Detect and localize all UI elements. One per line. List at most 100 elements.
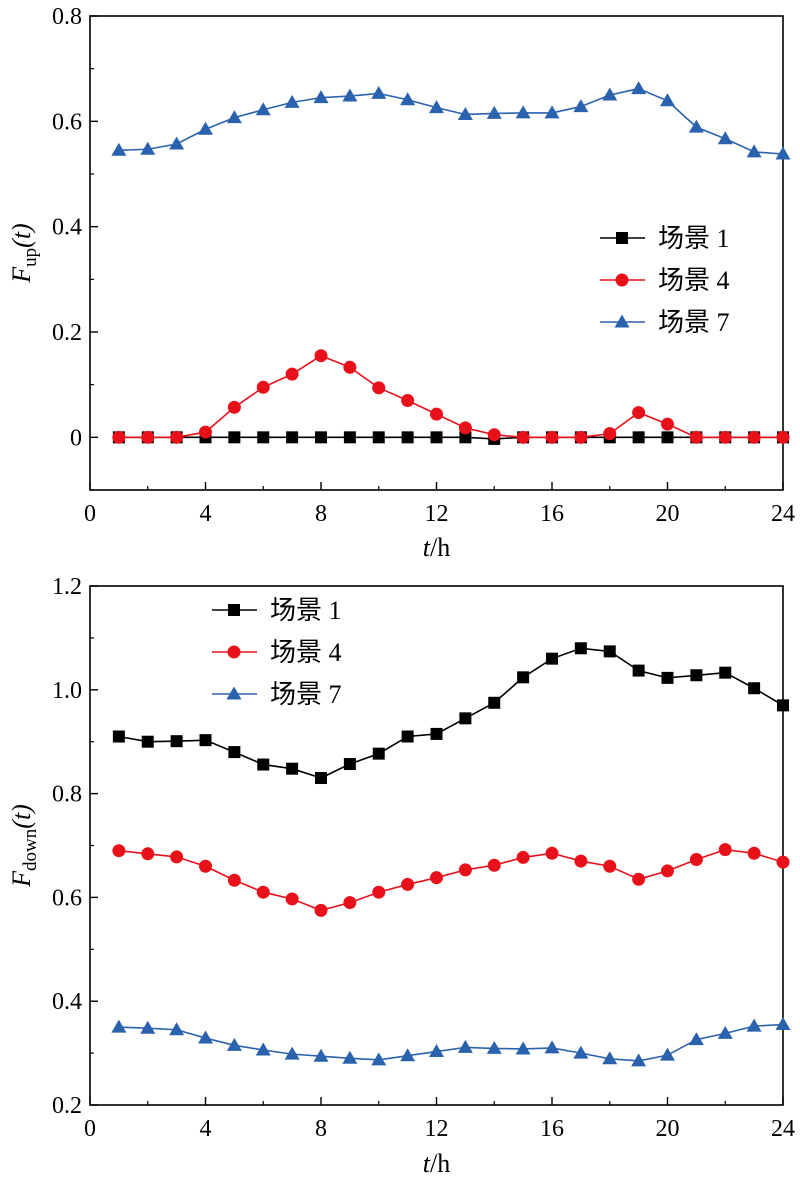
series-1-point <box>776 430 790 444</box>
series-2-point <box>486 105 502 119</box>
series-0-point <box>661 431 674 444</box>
legend-marker <box>616 232 628 244</box>
legend-label: 场景 7 <box>270 680 342 709</box>
legend-label: 场景 4 <box>658 266 730 295</box>
series-2-point <box>544 105 560 119</box>
legend-label: 场景 7 <box>658 308 730 337</box>
x-tick-label: 12 <box>425 501 449 527</box>
series-2-point <box>111 1019 127 1033</box>
series-0-line <box>118 436 783 440</box>
series-2-point <box>746 144 762 158</box>
series-1-point <box>516 850 530 864</box>
series-1-point <box>545 430 559 444</box>
series-2-line <box>118 87 784 155</box>
series-1-point <box>458 863 472 877</box>
series-2-point <box>429 100 444 114</box>
series-2-point <box>111 142 127 156</box>
series-0-point <box>719 666 732 679</box>
series-0-point <box>459 431 472 444</box>
series-2-point <box>284 94 300 108</box>
series-1-point <box>718 843 732 857</box>
series-0-point <box>517 671 530 684</box>
series-1-point <box>314 349 328 363</box>
x-axis-label-unit: /h <box>430 533 450 562</box>
series-0-point <box>401 730 414 743</box>
x-axis-label-var: t <box>423 533 431 562</box>
x-tick-label: 24 <box>771 501 795 527</box>
series-1-point <box>256 380 270 394</box>
series-1-point <box>227 873 241 887</box>
series-0-point <box>372 431 385 444</box>
x-tick-label: 4 <box>200 1116 212 1142</box>
chart-fdown: 0 4 8 12 16 20 24 0.2 0.4 0.6 0.8 1.0 1.2 t/h Fdown(t)… <box>7 574 795 1178</box>
y-axis-label-sub: up <box>20 248 41 267</box>
series-1-point <box>170 850 184 864</box>
series-2-point <box>226 1037 242 1051</box>
series-2-point <box>429 1044 444 1058</box>
series-1-point <box>632 406 646 420</box>
series-0-point <box>228 431 241 444</box>
series-0-point <box>228 746 241 759</box>
series-2-point <box>515 105 531 119</box>
series-2-point <box>198 1030 213 1044</box>
y-tick-label: 0.8 <box>52 782 82 808</box>
series-2-point <box>717 131 733 145</box>
legend-label: 场景 1 <box>270 596 342 625</box>
series-1-point <box>141 847 155 861</box>
series-1-point <box>112 844 126 858</box>
series-2-point <box>400 92 416 106</box>
series-0-point <box>430 431 443 444</box>
x-tick-label: 8 <box>315 501 327 527</box>
y-tick-label: 1.0 <box>52 678 82 704</box>
series-2-point <box>313 1048 329 1062</box>
x-tick-label: 12 <box>425 1116 449 1142</box>
series-0-point <box>574 642 587 655</box>
series-1-point <box>401 393 415 407</box>
series-1-point <box>285 892 299 906</box>
legend-marker <box>228 604 240 616</box>
x-axis-label: t/h <box>423 1149 450 1178</box>
series-0-point <box>661 671 674 684</box>
series-1-point <box>689 853 703 867</box>
y-tick-label: 0.2 <box>52 1093 82 1119</box>
y-tick-label: 0.8 <box>52 4 82 30</box>
series-0-point <box>777 699 789 712</box>
series-1-point <box>487 858 501 872</box>
legend-marker <box>226 686 242 700</box>
legend-marker <box>615 273 629 287</box>
series-1-point <box>574 854 588 868</box>
series-2-point <box>746 1018 762 1032</box>
series-1-point <box>285 367 299 381</box>
series-2-point <box>688 119 704 133</box>
series-0-point <box>748 682 761 695</box>
series-1-point <box>516 430 530 444</box>
series-0-point <box>401 431 414 444</box>
y-tick-label: 0.4 <box>52 215 82 241</box>
series-0-point <box>459 712 472 725</box>
series-2-point <box>457 106 473 120</box>
series-1-point <box>661 864 674 878</box>
series-1-point <box>545 846 559 860</box>
legend-label: 场景 4 <box>270 638 342 667</box>
x-tick-label: 0 <box>84 1116 96 1142</box>
series-1-point <box>689 430 703 444</box>
x-tick-label: 20 <box>656 501 680 527</box>
series-2-point <box>342 1050 358 1064</box>
series-1-point <box>487 428 501 442</box>
series-0-point <box>488 696 501 709</box>
y-axis-label: Fup(t) <box>7 223 41 283</box>
series-2-line <box>118 1023 784 1062</box>
series-2-point <box>775 146 791 160</box>
x-tick-label: 24 <box>771 1116 795 1142</box>
series-1-point <box>343 896 357 910</box>
series-1-point <box>141 430 155 444</box>
series-1-point <box>603 859 617 873</box>
series-2-point <box>226 110 242 124</box>
series-2-point <box>140 141 156 155</box>
series-2-point <box>717 1025 733 1039</box>
x-axis-label-unit: /h <box>430 1149 450 1178</box>
series-0-point <box>546 652 558 665</box>
series-2-point <box>775 1017 791 1031</box>
y-axis-label-sub: down <box>20 828 41 871</box>
